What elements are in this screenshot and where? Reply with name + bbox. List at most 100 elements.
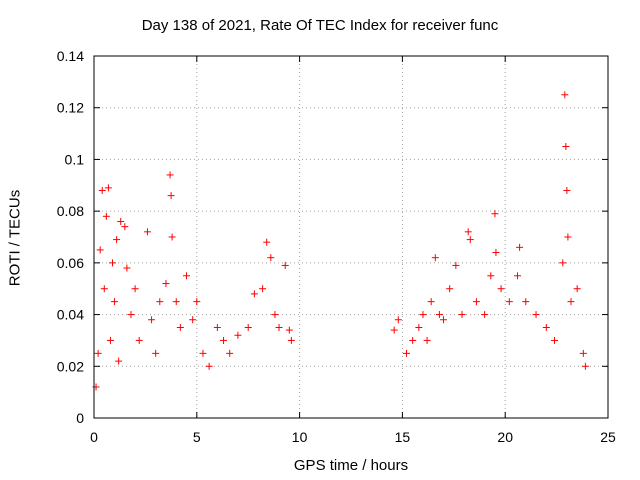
data-point: [559, 259, 567, 267]
data-point: [275, 324, 283, 331]
data-point: [491, 210, 499, 218]
data-point: [481, 311, 489, 319]
data-point: [492, 249, 500, 257]
data-point: [390, 326, 398, 334]
data-point: [431, 254, 439, 262]
data-point: [579, 349, 587, 357]
data-point: [172, 298, 180, 306]
data-point: [281, 261, 289, 269]
data-point: [573, 285, 581, 293]
data-point: [250, 290, 258, 298]
data-point: [199, 349, 207, 357]
data-point: [104, 184, 112, 192]
data-point: [271, 311, 279, 319]
chart-frame: [93, 55, 609, 419]
x-tick-label: 25: [600, 429, 616, 445]
x-axis-label: GPS time / hours: [293, 457, 409, 474]
data-point: [446, 285, 454, 293]
data-point: [287, 336, 295, 344]
data-point: [497, 285, 505, 293]
data-point: [213, 324, 221, 331]
data-point: [193, 298, 201, 306]
y-tick-label: 0: [76, 410, 84, 426]
data-point: [440, 316, 448, 324]
data-point: [567, 298, 575, 306]
data-point: [423, 336, 431, 344]
data-point: [205, 362, 213, 370]
data-point: [285, 326, 293, 334]
data-point: [113, 236, 121, 244]
data-point: [505, 298, 513, 306]
data-point: [176, 324, 184, 331]
data-point: [532, 311, 540, 319]
x-tick-label: 5: [193, 429, 201, 445]
data-point: [106, 336, 114, 344]
data-point: [403, 349, 411, 357]
data-point: [419, 311, 427, 319]
data-point: [162, 280, 170, 288]
data-point: [409, 336, 417, 344]
chart-title: Day 138 of 2021, Rate Of TEC Index for r…: [141, 17, 499, 34]
data-point: [522, 298, 530, 306]
data-point: [102, 212, 110, 220]
y-tick-label: 0.08: [57, 203, 84, 219]
data-point: [183, 272, 191, 280]
data-point: [100, 285, 108, 293]
data-point: [542, 324, 550, 331]
data-point: [168, 233, 176, 241]
data-point: [131, 285, 139, 293]
data-point: [466, 236, 474, 244]
data-point: [562, 143, 570, 150]
data-point: [458, 311, 466, 319]
data-point: [127, 311, 135, 319]
data-point: [156, 298, 164, 306]
data-point: [551, 336, 559, 344]
data-point: [427, 298, 435, 306]
data-point: [514, 272, 522, 280]
x-tick-label: 15: [395, 429, 411, 445]
data-point: [226, 349, 234, 357]
data-point: [244, 324, 252, 331]
data-point: [563, 186, 571, 194]
data-point: [96, 246, 104, 254]
data-point: [121, 223, 129, 231]
data-point: [234, 331, 242, 339]
y-tick-label: 0.14: [57, 48, 84, 64]
y-tick-label: 0.06: [57, 255, 84, 271]
chart-grid: [94, 56, 608, 418]
data-point: [452, 261, 460, 269]
data-point: [472, 298, 480, 306]
data-point: [123, 264, 131, 272]
data-point: [166, 171, 174, 179]
data-point: [98, 186, 106, 194]
data-point: [267, 254, 275, 262]
data-point: [464, 228, 472, 236]
data-point: [259, 285, 267, 293]
y-tick-label: 0.02: [57, 358, 84, 374]
data-point: [561, 91, 569, 99]
data-point: [415, 324, 423, 331]
x-tick-label: 10: [292, 429, 308, 445]
data-point: [516, 243, 524, 251]
data-point: [111, 298, 119, 306]
data-point: [135, 336, 143, 344]
data-point: [564, 233, 572, 241]
data-point: [220, 336, 228, 344]
chart-points: [92, 91, 589, 391]
y-tick-label: 0.1: [65, 151, 85, 167]
data-point: [435, 311, 443, 319]
data-point: [148, 316, 156, 324]
data-point: [143, 228, 151, 236]
y-tick-label: 0.04: [57, 307, 84, 323]
x-tick-label: 0: [90, 429, 98, 445]
y-tick-label: 0.12: [57, 100, 84, 116]
data-point: [117, 217, 125, 225]
y-axis-label: ROTI / TECUs: [6, 189, 24, 287]
data-point: [263, 238, 271, 246]
data-point: [115, 357, 123, 365]
data-point: [167, 192, 175, 200]
data-point: [189, 316, 197, 324]
data-point: [152, 349, 160, 357]
data-point: [94, 349, 102, 357]
